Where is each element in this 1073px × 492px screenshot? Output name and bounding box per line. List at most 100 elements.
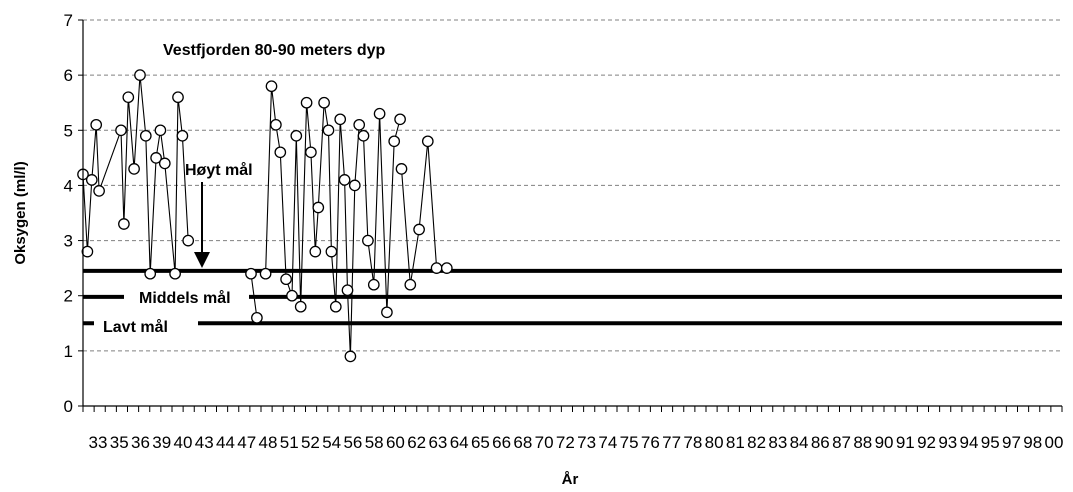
data-point: [318, 96, 330, 109]
x-tick-labels: 33 35 36 39 40 43 44 47 48 51 52 54 56 58 60 62 63 64 65 66…: [82, 406, 1064, 452]
x-tick-label: 93: [938, 433, 957, 452]
x-tick-label: 92: [917, 433, 936, 452]
data-point: [404, 278, 417, 291]
data-point: [430, 262, 443, 274]
data-point: [322, 124, 335, 137]
data-point: [388, 135, 401, 148]
y-tick-label: 7: [64, 11, 73, 30]
data-point: [128, 163, 140, 175]
data-point: [325, 245, 338, 258]
x-tick-label: 80: [705, 433, 724, 452]
x-tick-label: 63: [428, 433, 447, 452]
data-point: [353, 118, 366, 131]
data-point: [139, 129, 152, 142]
data-point: [134, 69, 146, 81]
middels-label-bg: [124, 287, 249, 307]
x-tick-label: 76: [641, 433, 660, 452]
data-point: [394, 113, 406, 126]
x-tick-label: 66: [492, 433, 511, 452]
data-point: [144, 267, 157, 280]
x-tick-label: 78: [683, 433, 702, 452]
data-series: [77, 69, 453, 363]
y-tick-label: 4: [64, 176, 73, 195]
data-point: [421, 135, 434, 148]
lavt-label-bg: [94, 314, 198, 334]
series-line: [400, 141, 447, 285]
x-tick-label: 68: [513, 433, 532, 452]
x-tick-label: 87: [832, 433, 851, 452]
data-point: [294, 300, 307, 313]
y-axis-title: Oksygen (ml/l): [12, 161, 29, 264]
data-point: [176, 129, 189, 142]
x-tick-label: 95: [981, 433, 1000, 452]
data-point: [373, 107, 386, 120]
x-tick-label: 36: [131, 433, 150, 452]
data-point: [305, 146, 317, 159]
data-point: [158, 157, 171, 170]
x-tick-label: 73: [577, 433, 596, 452]
x-tick-label: 43: [195, 433, 214, 452]
x-tick-label: 00: [1045, 433, 1064, 452]
x-tick-label: 33: [89, 433, 108, 452]
data-point: [118, 218, 130, 230]
data-point: [169, 267, 181, 280]
x-tick-label: 88: [853, 433, 872, 452]
y-tick-label: 1: [64, 342, 73, 361]
x-tick-label: 97: [1002, 433, 1021, 452]
x-tick-label: 81: [726, 433, 745, 452]
data-point: [270, 118, 282, 131]
gridlines: [78, 19, 1062, 407]
y-tick-labels: 0 1 2 3 4 5 6 7: [64, 11, 73, 416]
data-point: [93, 185, 105, 197]
data-point: [286, 289, 298, 302]
x-tick-label: 86: [811, 433, 830, 452]
x-tick-label: 51: [280, 433, 299, 452]
data-point: [309, 245, 322, 258]
chart-title: Vestfjorden 80-90 meters dyp: [163, 42, 386, 59]
data-point: [251, 311, 263, 324]
x-tick-label: 48: [258, 433, 277, 452]
y-tick-label: 2: [64, 287, 73, 306]
hoyt-maal-arrowhead: [194, 252, 210, 268]
data-point: [338, 174, 351, 186]
data-point: [274, 146, 287, 159]
data-point: [172, 91, 184, 104]
x-tick-label: 91: [896, 433, 915, 452]
data-point: [115, 124, 127, 137]
data-point: [245, 267, 257, 280]
x-tick-label: 84: [790, 433, 809, 452]
x-tick-label: 62: [407, 433, 426, 452]
data-point: [329, 300, 342, 313]
data-point: [259, 267, 272, 280]
x-tick-label: 39: [152, 433, 171, 452]
data-point: [357, 129, 370, 142]
x-tick-label: 44: [216, 433, 235, 452]
data-point: [122, 91, 135, 104]
data-point: [90, 118, 103, 131]
data-point: [81, 245, 94, 258]
y-tick-label: 6: [64, 66, 73, 85]
data-point: [341, 284, 354, 297]
x-tick-label: 58: [365, 433, 384, 452]
x-tick-label: 94: [960, 433, 979, 452]
data-point: [381, 306, 393, 319]
axes: [82, 20, 1062, 407]
data-point: [344, 350, 357, 363]
x-tick-label: 83: [768, 433, 787, 452]
data-point: [290, 129, 303, 142]
data-point: [300, 96, 313, 109]
x-tick-label: 70: [535, 433, 554, 452]
y-tick-label: 3: [64, 232, 73, 251]
data-point: [367, 278, 380, 291]
series-line: [250, 273, 258, 318]
y-tick-label: 0: [64, 397, 73, 416]
label-middels-maal: Middels mål: [139, 289, 231, 307]
label-lavt-maal: Lavt mål: [103, 318, 168, 336]
x-tick-label: 74: [598, 433, 617, 452]
x-tick-label: 77: [662, 433, 681, 452]
data-point: [334, 113, 347, 126]
y-tick-label: 5: [64, 121, 73, 140]
x-tick-label: 82: [747, 433, 766, 452]
data-point: [182, 234, 195, 247]
